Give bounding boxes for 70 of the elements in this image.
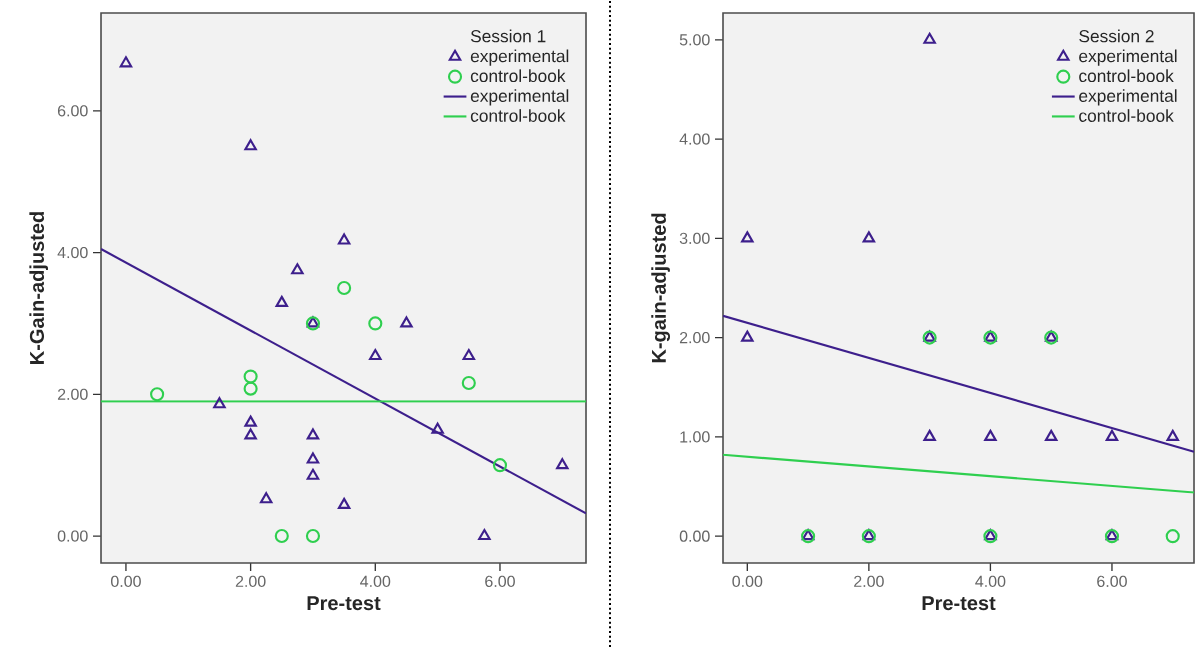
x-axis-title: Pre-test	[307, 596, 381, 611]
y-tick-label: 6.00	[57, 105, 88, 117]
point	[400, 316, 413, 328]
point	[1044, 429, 1058, 441]
point	[923, 429, 936, 441]
legend-label: control-book	[470, 69, 566, 83]
point	[244, 428, 257, 440]
point	[478, 528, 491, 541]
x-tick-label: 6.00	[485, 575, 515, 588]
point	[306, 468, 320, 480]
point	[984, 429, 997, 441]
y-tick-label: 2.00	[57, 388, 88, 400]
point	[337, 233, 351, 245]
point	[119, 56, 133, 68]
legend-label: experimental	[1079, 49, 1177, 66]
point	[291, 263, 304, 275]
y-tick-label: 4.00	[57, 246, 88, 259]
x-tick-label: 2.00	[854, 575, 884, 588]
point	[337, 280, 352, 296]
point	[305, 528, 321, 544]
legend-label: control-book	[470, 109, 566, 122]
point	[150, 387, 165, 402]
point	[244, 415, 257, 427]
point	[368, 316, 383, 331]
x-axis-title: Pre-test	[922, 596, 996, 611]
point	[274, 528, 289, 544]
x-tick-label: 4.00	[975, 575, 1006, 588]
y-tick-label: 0.00	[57, 530, 88, 542]
y-tick-label: 4.00	[679, 133, 710, 145]
point	[243, 369, 258, 384]
x-tick-label: 6.00	[1097, 575, 1127, 588]
y-tick-label: 0.00	[679, 530, 710, 542]
legend-label: experimental	[1079, 89, 1177, 106]
point	[1166, 429, 1179, 441]
y-axis-title: K-gain-adjusted	[651, 213, 671, 363]
point	[259, 492, 273, 504]
point	[431, 422, 444, 434]
point	[923, 32, 936, 44]
point	[1105, 429, 1119, 441]
x-tick-label: 0.00	[111, 575, 141, 588]
legend-label: control-book	[1079, 69, 1174, 83]
y-tick-label: 1.00	[680, 431, 710, 443]
point	[306, 428, 320, 440]
y-tick-label: 2.00	[679, 331, 710, 344]
legend-label: experimental	[470, 89, 569, 106]
point	[337, 497, 351, 509]
point	[741, 231, 754, 243]
point	[243, 381, 258, 396]
x-tick-label: 4.00	[360, 575, 391, 588]
legend-title: Session 2	[1079, 29, 1154, 43]
x-tick-label: 0.00	[732, 575, 763, 588]
point	[741, 330, 754, 342]
point	[462, 348, 476, 361]
legend-label: control-book	[1079, 109, 1174, 122]
point	[492, 458, 508, 473]
point	[275, 295, 289, 307]
point	[306, 452, 320, 464]
legend-label: experimental	[470, 49, 569, 66]
point	[369, 348, 382, 361]
x-tick-label: 2.00	[235, 575, 266, 588]
point	[244, 139, 257, 151]
point	[461, 375, 476, 391]
point	[862, 231, 876, 243]
point	[556, 458, 569, 470]
y-tick-label: 5.00	[679, 34, 710, 46]
point	[213, 397, 226, 409]
point	[1165, 529, 1180, 544]
legend-title: Session 1	[470, 29, 546, 43]
y-tick-label: 3.00	[679, 232, 710, 244]
y-axis-title: K-Gain-adjusted	[29, 212, 48, 364]
